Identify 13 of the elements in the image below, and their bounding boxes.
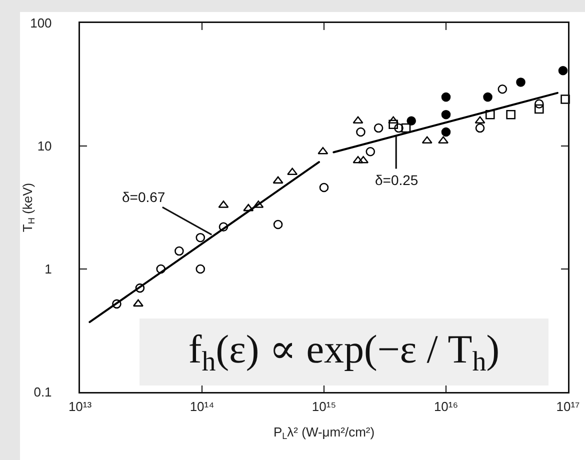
y-tick-label: 0.1 [34, 384, 52, 400]
x-tick-label: 10¹⁴ [190, 399, 214, 414]
x-tick-label: 10¹⁵ [312, 399, 336, 414]
x-tick-label: 10¹⁷ [556, 399, 580, 414]
x-axis-title: P$_{L}$λ² (W-μm²/cm²) [273, 424, 375, 442]
x-tick-label: 10¹³ [68, 399, 92, 414]
y-tick-label: 100 [30, 16, 52, 31]
annotation: δ=0.67 [122, 189, 166, 205]
y-tick-label: 1 [44, 262, 52, 277]
annotation: f$_{h}$(ε) ∝ exp(−ε / T$_{h}$) [188, 326, 500, 378]
annotation: δ=0.25 [375, 172, 418, 188]
y-tick-label: 10 [37, 138, 52, 154]
x-tick-label: 10¹⁶ [434, 399, 458, 414]
